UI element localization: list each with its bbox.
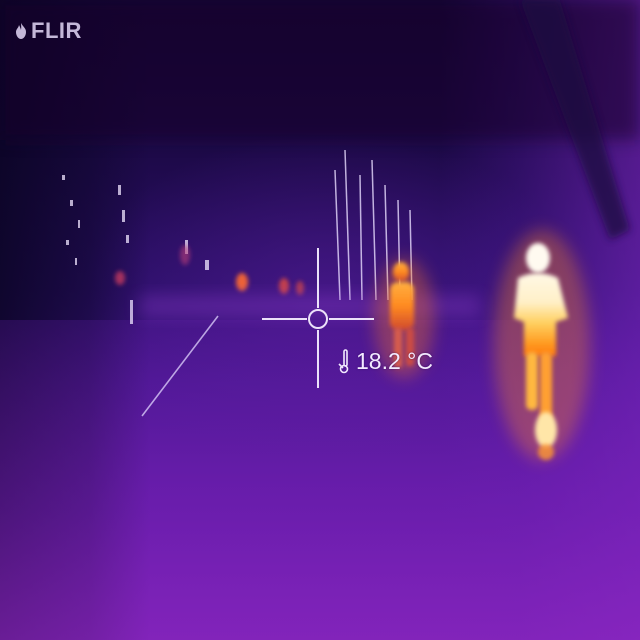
flir-flame-icon [16, 23, 26, 39]
pedestrian-far [374, 258, 434, 378]
road-curb-line [141, 315, 219, 417]
flir-logo: FLIR [14, 20, 82, 42]
spot-temperature-value: 18.2 °C [356, 348, 433, 374]
pedestrian-near [494, 230, 590, 460]
distant-trees [334, 149, 413, 301]
spot-temperature-readout: 18.2 °C [338, 348, 433, 374]
distant-warm-spots [115, 245, 304, 295]
thermometer-icon [338, 349, 349, 374]
logo-text: FLIR [31, 18, 82, 43]
spot-meter-crosshair-icon [262, 248, 374, 388]
tree-trunk-right [520, 0, 630, 240]
